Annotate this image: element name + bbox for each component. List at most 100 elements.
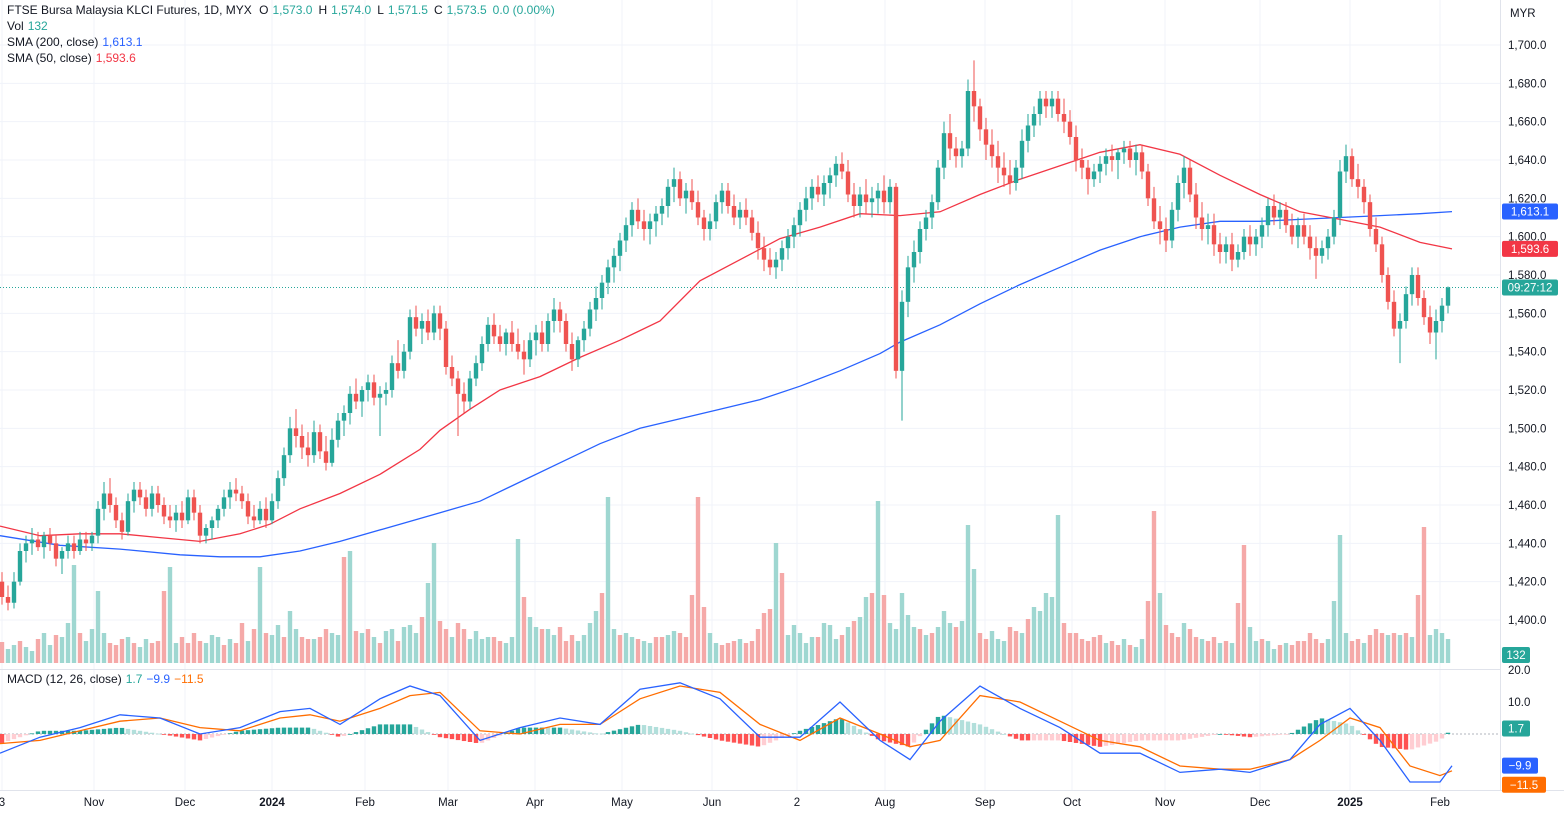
candle-body xyxy=(335,420,341,440)
macd-signal-tag: −11.5 xyxy=(1510,780,1538,792)
macd-histogram-bar xyxy=(815,725,821,734)
candle-body xyxy=(227,489,233,498)
volume-bar xyxy=(545,629,551,663)
candle-body xyxy=(941,133,947,168)
volume-bar xyxy=(437,621,443,663)
volume-bar xyxy=(1229,643,1235,663)
macd-line xyxy=(0,682,1453,783)
time-tick-label: 2 xyxy=(794,797,800,809)
volume-bar xyxy=(1187,629,1193,663)
macd-histogram-bar xyxy=(113,727,119,734)
currency-label[interactable]: MYR xyxy=(1510,8,1536,20)
candle-body xyxy=(551,309,557,321)
ohlc-values: O 1,573.0 H 1,574.0 L 1,571.5 C 1,573.5 0.0 (0.0… xyxy=(259,3,555,17)
volume-bar xyxy=(119,639,125,663)
macd-histogram-bar xyxy=(1355,730,1361,734)
macd-histogram-bar xyxy=(1397,734,1403,749)
candle-body xyxy=(185,497,191,521)
volume-bar xyxy=(1019,633,1025,663)
macd-histogram-bar xyxy=(1139,734,1145,741)
macd-histogram-bar xyxy=(1217,734,1223,735)
volume-bar xyxy=(923,635,929,663)
volume-bar xyxy=(473,631,479,663)
macd-histogram-bar xyxy=(125,728,131,734)
macd-legend[interactable]: MACD (12, 26, close) 1.7 −9.9 −11.5 xyxy=(7,672,204,686)
macd-histogram-bar xyxy=(1283,734,1289,735)
macd-histogram-bar xyxy=(377,724,383,734)
sma50-legend[interactable]: SMA (50, close) 1,593.6 xyxy=(7,51,136,65)
volume-bar xyxy=(659,637,665,663)
volume-bar xyxy=(1289,645,1295,663)
macd-histogram-bar xyxy=(5,734,11,742)
candle-body xyxy=(299,436,305,448)
macd-histogram-bar xyxy=(1079,734,1085,744)
volume-bar xyxy=(617,635,623,663)
candle-body xyxy=(383,390,389,394)
candle-body xyxy=(803,198,809,210)
candle-body xyxy=(647,221,653,229)
main-legend[interactable]: FTSE Bursa Malaysia KLCI Futures, 1D, MY… xyxy=(7,2,563,18)
macd-histogram-bar xyxy=(509,730,515,734)
macd-histogram-bar xyxy=(689,733,695,735)
volume-legend[interactable]: Vol 132 xyxy=(7,19,48,33)
macd-axis[interactable]: 20.0 10.0 xyxy=(1508,665,1530,709)
macd-histogram-bar xyxy=(77,730,83,734)
macd-histogram-bar xyxy=(1211,734,1217,735)
candle-body xyxy=(443,328,449,367)
candle-body xyxy=(617,240,623,256)
volume-bar xyxy=(1271,649,1277,663)
macd-histogram-bar xyxy=(1085,734,1091,745)
macd-histogram-bar xyxy=(581,731,587,734)
symbol-title[interactable]: FTSE Bursa Malaysia KLCI Futures, 1D, MY… xyxy=(7,3,252,17)
macd-histogram-bar xyxy=(1349,725,1355,734)
candle-body xyxy=(143,497,149,509)
macd-histogram-bar xyxy=(719,734,725,741)
candle-body xyxy=(101,493,107,509)
macd-signal-tag-bg xyxy=(1502,776,1546,793)
candle-body xyxy=(509,332,515,344)
candle-body xyxy=(251,516,257,521)
volume-bar xyxy=(137,647,143,663)
macd-histogram-bar xyxy=(89,729,95,734)
macd-histogram-bar xyxy=(1277,734,1283,735)
macd-histogram-bar xyxy=(869,734,875,736)
candle-body xyxy=(179,512,185,521)
volume-bar xyxy=(581,635,587,663)
candle-body xyxy=(233,489,239,494)
volume-bar xyxy=(857,617,863,663)
volume-bar xyxy=(1151,511,1157,663)
volume-bar xyxy=(287,611,293,663)
candle-body xyxy=(881,190,887,203)
macd-histogram-bar xyxy=(83,730,89,734)
time-tick-label: Apr xyxy=(526,797,544,809)
volume-bar xyxy=(1193,637,1199,663)
time-tick-label: Feb xyxy=(1430,797,1450,809)
sma200-legend[interactable]: SMA (200, close) 1,613.1 xyxy=(7,35,143,49)
volume-bar xyxy=(1097,635,1103,663)
candle-body xyxy=(905,267,911,302)
macd-histogram-bar xyxy=(599,733,605,735)
macd-histogram-bar xyxy=(1385,734,1391,748)
macd-histogram-bar xyxy=(191,734,197,740)
volume-bar xyxy=(1397,635,1403,663)
volume-bar xyxy=(1427,635,1433,663)
macd-histogram-bar xyxy=(977,724,983,734)
volume-bar xyxy=(479,639,485,663)
macd-histogram-bar xyxy=(1337,722,1343,734)
candle-body xyxy=(155,493,161,505)
time-axis[interactable]: 3 Nov Dec 2024 Feb Mar Apr May Jun 2 Aug Sep Oct Nov D… xyxy=(0,797,1450,809)
candle-body xyxy=(959,148,965,157)
price-tick-label: 1,600.0 xyxy=(1508,232,1546,244)
candle-body xyxy=(1259,225,1265,237)
macd-histogram-bar xyxy=(323,732,329,734)
macd-histogram-bar xyxy=(473,734,479,743)
macd-histogram-bar xyxy=(521,727,527,734)
candle-body xyxy=(761,248,767,260)
macd-histogram-bar xyxy=(1001,734,1007,735)
macd-histogram-bar xyxy=(605,732,611,734)
price-axis[interactable]: 1,400.0 1,420.0 1,440.0 1,460.0 1,480.0 1,500… xyxy=(1508,40,1546,627)
candle-body xyxy=(1277,209,1283,218)
macd-histogram-bar xyxy=(341,734,347,736)
macd-histogram-bar xyxy=(659,727,665,734)
